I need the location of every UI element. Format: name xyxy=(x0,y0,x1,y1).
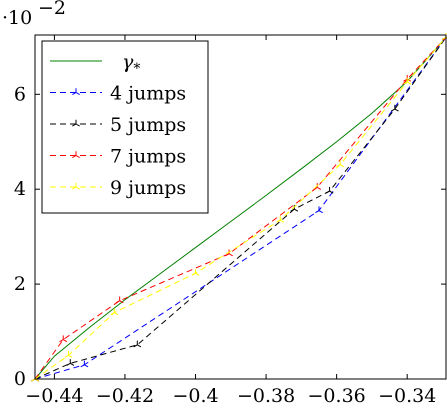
series-line-4-jumps xyxy=(34,37,447,380)
data-point-9-jumps xyxy=(336,160,345,168)
data-point-9-jumps xyxy=(191,268,200,276)
svg-text:·10: ·10 xyxy=(2,7,32,29)
svg-text:−2: −2 xyxy=(38,0,66,19)
y-tick-label: 0 xyxy=(14,368,26,390)
series-layer xyxy=(31,33,447,382)
legend-item-series-0: γ* xyxy=(50,51,140,77)
legend-marker xyxy=(72,119,80,127)
series-series-0 xyxy=(34,37,447,380)
y-tick-label: 4 xyxy=(14,178,26,200)
legend-label: 7 jumps xyxy=(110,146,186,168)
legend-item-9-jumps: 9 jumps xyxy=(50,177,186,199)
series-line-series-0 xyxy=(34,37,447,380)
x-tick-label: −0.44 xyxy=(25,385,83,407)
x-tick-label: −0.38 xyxy=(237,385,295,407)
data-point-9-jumps xyxy=(110,308,119,316)
data-point-5-jumps xyxy=(133,340,142,348)
data-point-4-jumps xyxy=(315,206,323,214)
legend-label: 5 jumps xyxy=(110,114,186,136)
data-point-5-jumps xyxy=(66,359,75,366)
x-tick-label: −0.36 xyxy=(308,385,366,407)
data-point-7-jumps xyxy=(59,335,68,343)
ticks-layer: −0.44 −0.42 −0.4 −0.38 −0.36 −0.34 0 2 4 6 xyxy=(14,35,446,407)
y-scale-exponent: ·10 −2 xyxy=(2,0,66,29)
legend-item-7-jumps: 7 jumps xyxy=(50,146,186,168)
legend-marker xyxy=(72,151,80,159)
data-point-4-jumps xyxy=(80,360,89,368)
x-tick-label: −0.34 xyxy=(378,385,436,407)
data-point-9-jumps xyxy=(403,77,412,85)
legend-item-5-jumps: 5 jumps xyxy=(50,114,186,136)
legend-label: 9 jumps xyxy=(110,177,186,199)
legend: γ* 4 jumps 5 jumps 7 jumps 9 jumps xyxy=(41,40,209,214)
data-point-9-jumps xyxy=(276,215,285,223)
legend-marker xyxy=(72,182,80,190)
y-tick-label: 6 xyxy=(14,83,26,105)
data-point-7-jumps xyxy=(115,296,124,304)
y-tick-label: 2 xyxy=(14,273,26,295)
data-point-5-jumps xyxy=(325,186,334,194)
legend-label: 4 jumps xyxy=(110,83,186,105)
legend-box xyxy=(41,40,209,214)
legend-item-4-jumps: 4 jumps xyxy=(50,83,186,105)
data-point-5-jumps xyxy=(390,104,399,112)
legend-marker xyxy=(72,88,80,96)
x-tick-label: −0.42 xyxy=(96,385,154,407)
series-line-9-jumps xyxy=(34,37,447,380)
legend-label: γ* xyxy=(122,51,140,77)
x-tick-label: −0.4 xyxy=(172,385,218,407)
data-point-9-jumps xyxy=(64,351,73,358)
plot-frame xyxy=(34,34,447,380)
